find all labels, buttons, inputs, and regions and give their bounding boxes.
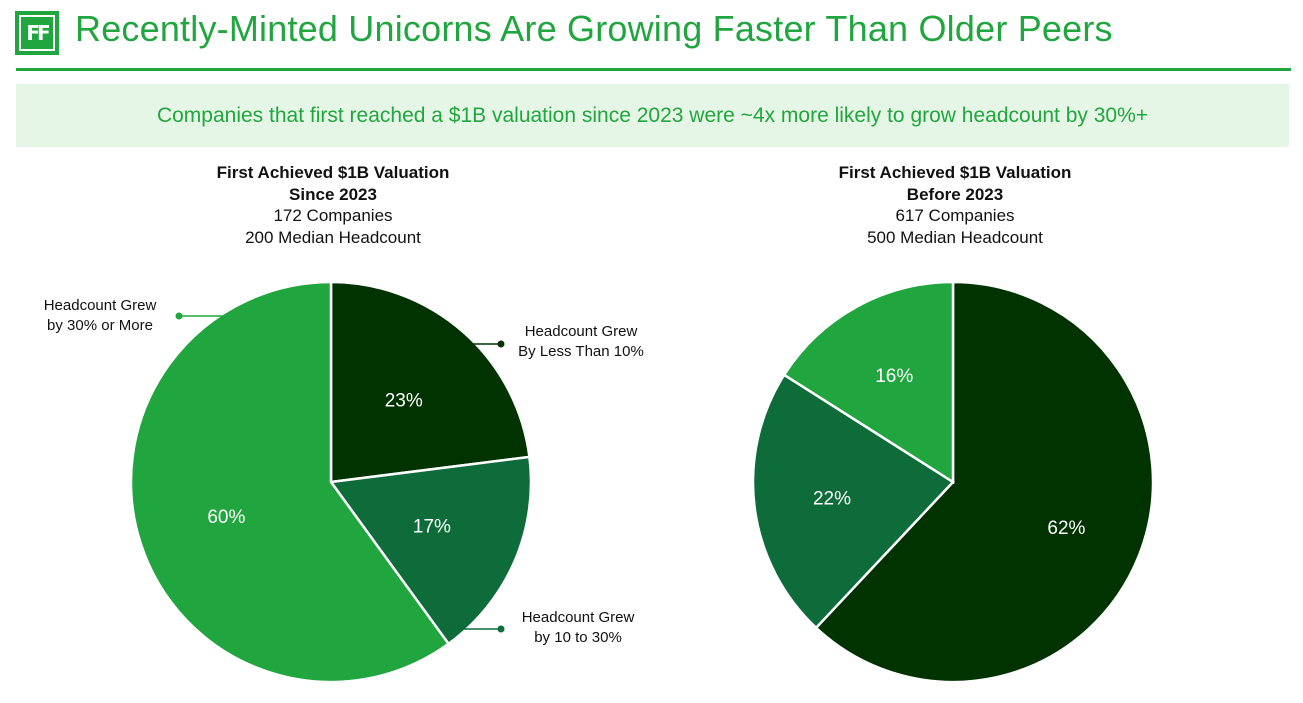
left-callout-less-than-10-line2: By Less Than 10% bbox=[518, 343, 644, 360]
left-callout-less-than-10-line1: Headcount Grew bbox=[525, 323, 638, 340]
title-divider bbox=[16, 68, 1291, 71]
left-pie-label-less-than-10: 23% bbox=[385, 390, 423, 411]
left-chart-median-headcount: 200 Median Headcount bbox=[245, 227, 421, 247]
right-chart-heading: First Achieved $1B Valuation Before 2023… bbox=[745, 162, 1165, 248]
left-callout-10-to-30-line2: by 10 to 30% bbox=[534, 629, 622, 646]
right-pie-slice-10-to-30 bbox=[751, 373, 955, 630]
page-title: Recently-Minted Unicorns Are Growing Fas… bbox=[75, 8, 1113, 49]
right-pie-slice-30-or-more bbox=[782, 280, 955, 485]
right-pie-label-less-than-10: 62% bbox=[1047, 518, 1085, 539]
left-chart-title-line2: Since 2023 bbox=[289, 184, 377, 204]
left-callout-30-or-more-line2: by 30% or More bbox=[47, 317, 153, 334]
brand-logo: FF bbox=[15, 11, 59, 55]
right-chart-title-line2: Before 2023 bbox=[906, 184, 1004, 204]
left-chart-title-line1: First Achieved $1B Valuation bbox=[216, 163, 450, 182]
key-takeaway-text: Companies that first reached a $1B valua… bbox=[156, 103, 1149, 127]
left-callout-30-or-more-line1: Headcount Grew bbox=[44, 297, 157, 314]
right-pie-slice-less-than-10 bbox=[814, 280, 1155, 684]
left-pie-slice-10-to-30 bbox=[328, 455, 533, 646]
right-chart-company-count: 617 Companies bbox=[895, 206, 1015, 225]
left-pie-label-30-or-more: 60% bbox=[207, 507, 245, 528]
left-leader-dot-10-to-30 bbox=[497, 625, 505, 633]
left-pie-slice-less-than-10 bbox=[329, 280, 531, 484]
right-pie-label-10-to-30: 22% bbox=[813, 488, 851, 509]
left-chart-company-count: 172 Companies bbox=[273, 206, 393, 225]
right-pie-label-30-or-more: 16% bbox=[875, 366, 913, 387]
left-leader-dot-30-or-more bbox=[175, 312, 183, 320]
key-takeaway-banner: Companies that first reached a $1B valua… bbox=[16, 84, 1289, 147]
left-callout-10-to-30-line1: Headcount Grew bbox=[522, 609, 635, 626]
left-leader-dot-less-than-10 bbox=[497, 340, 505, 348]
left-chart-heading: First Achieved $1B Valuation Since 2023 … bbox=[123, 162, 543, 248]
left-pie-slice-30-or-more bbox=[129, 280, 451, 684]
brand-logo-text: FF bbox=[19, 15, 55, 51]
left-pie-label-10-to-30: 17% bbox=[413, 517, 451, 538]
right-chart-median-headcount: 500 Median Headcount bbox=[867, 227, 1043, 247]
right-chart-title-line1: First Achieved $1B Valuation bbox=[838, 163, 1072, 182]
